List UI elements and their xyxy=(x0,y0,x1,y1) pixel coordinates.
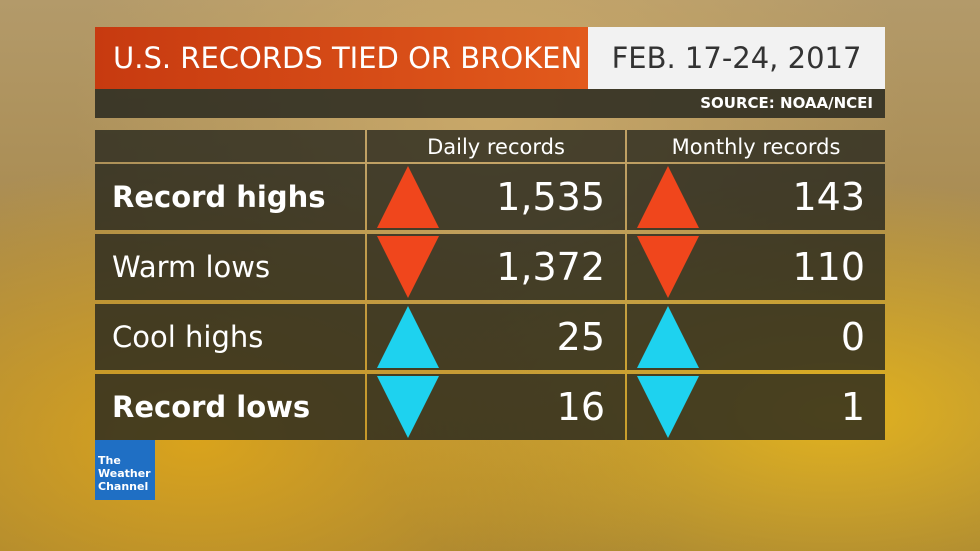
cell: 0 xyxy=(627,304,885,370)
logo-text: The xyxy=(98,454,121,467)
column-header: Monthly records xyxy=(627,130,885,162)
source: SOURCE: NOAA/NCEI xyxy=(95,89,885,118)
monthly-value: 1 xyxy=(840,385,865,429)
arrow-shape xyxy=(637,376,699,438)
daily-value: 1,372 xyxy=(496,245,605,289)
arrow-shape xyxy=(637,306,699,368)
row-label: Warm lows xyxy=(95,234,365,300)
logo: The Weather Channel xyxy=(95,440,155,500)
header-blank xyxy=(95,130,365,162)
cell: 25 xyxy=(367,304,625,370)
cell: 110 xyxy=(627,234,885,300)
arrow xyxy=(377,376,439,438)
arrow-shape xyxy=(377,236,439,298)
arrow xyxy=(637,306,699,368)
arrow-shape xyxy=(637,166,699,228)
monthly-value: 0 xyxy=(840,315,865,359)
daily-value: 16 xyxy=(556,385,605,429)
cell: 1,535 xyxy=(367,164,625,230)
monthly-value: 143 xyxy=(792,175,865,219)
arrow xyxy=(637,376,699,438)
arrow xyxy=(377,306,439,368)
arrow xyxy=(637,166,699,228)
arrow-shape xyxy=(377,306,439,368)
daily-value: 25 xyxy=(556,315,605,359)
daily-value: 1,535 xyxy=(496,175,605,219)
row-label: Record lows xyxy=(95,374,365,440)
arrow-shape xyxy=(637,236,699,298)
cell: 1 xyxy=(627,374,885,440)
logo-text: Weather xyxy=(98,467,151,480)
cell: 143 xyxy=(627,164,885,230)
monthly-value: 110 xyxy=(792,245,865,289)
arrow-shape xyxy=(377,166,439,228)
arrow xyxy=(637,236,699,298)
date: FEB. 17-24, 2017 xyxy=(588,27,885,89)
cell: 1,372 xyxy=(367,234,625,300)
row-label: Cool highs xyxy=(95,304,365,370)
row-label: Record highs xyxy=(95,164,365,230)
arrow-shape xyxy=(377,376,439,438)
cell: 16 xyxy=(367,374,625,440)
arrow xyxy=(377,166,439,228)
column-header: Daily records xyxy=(367,130,625,162)
logo-text: Channel xyxy=(98,480,149,493)
arrow xyxy=(377,236,439,298)
title: U.S. RECORDS TIED OR BROKEN xyxy=(95,27,588,89)
